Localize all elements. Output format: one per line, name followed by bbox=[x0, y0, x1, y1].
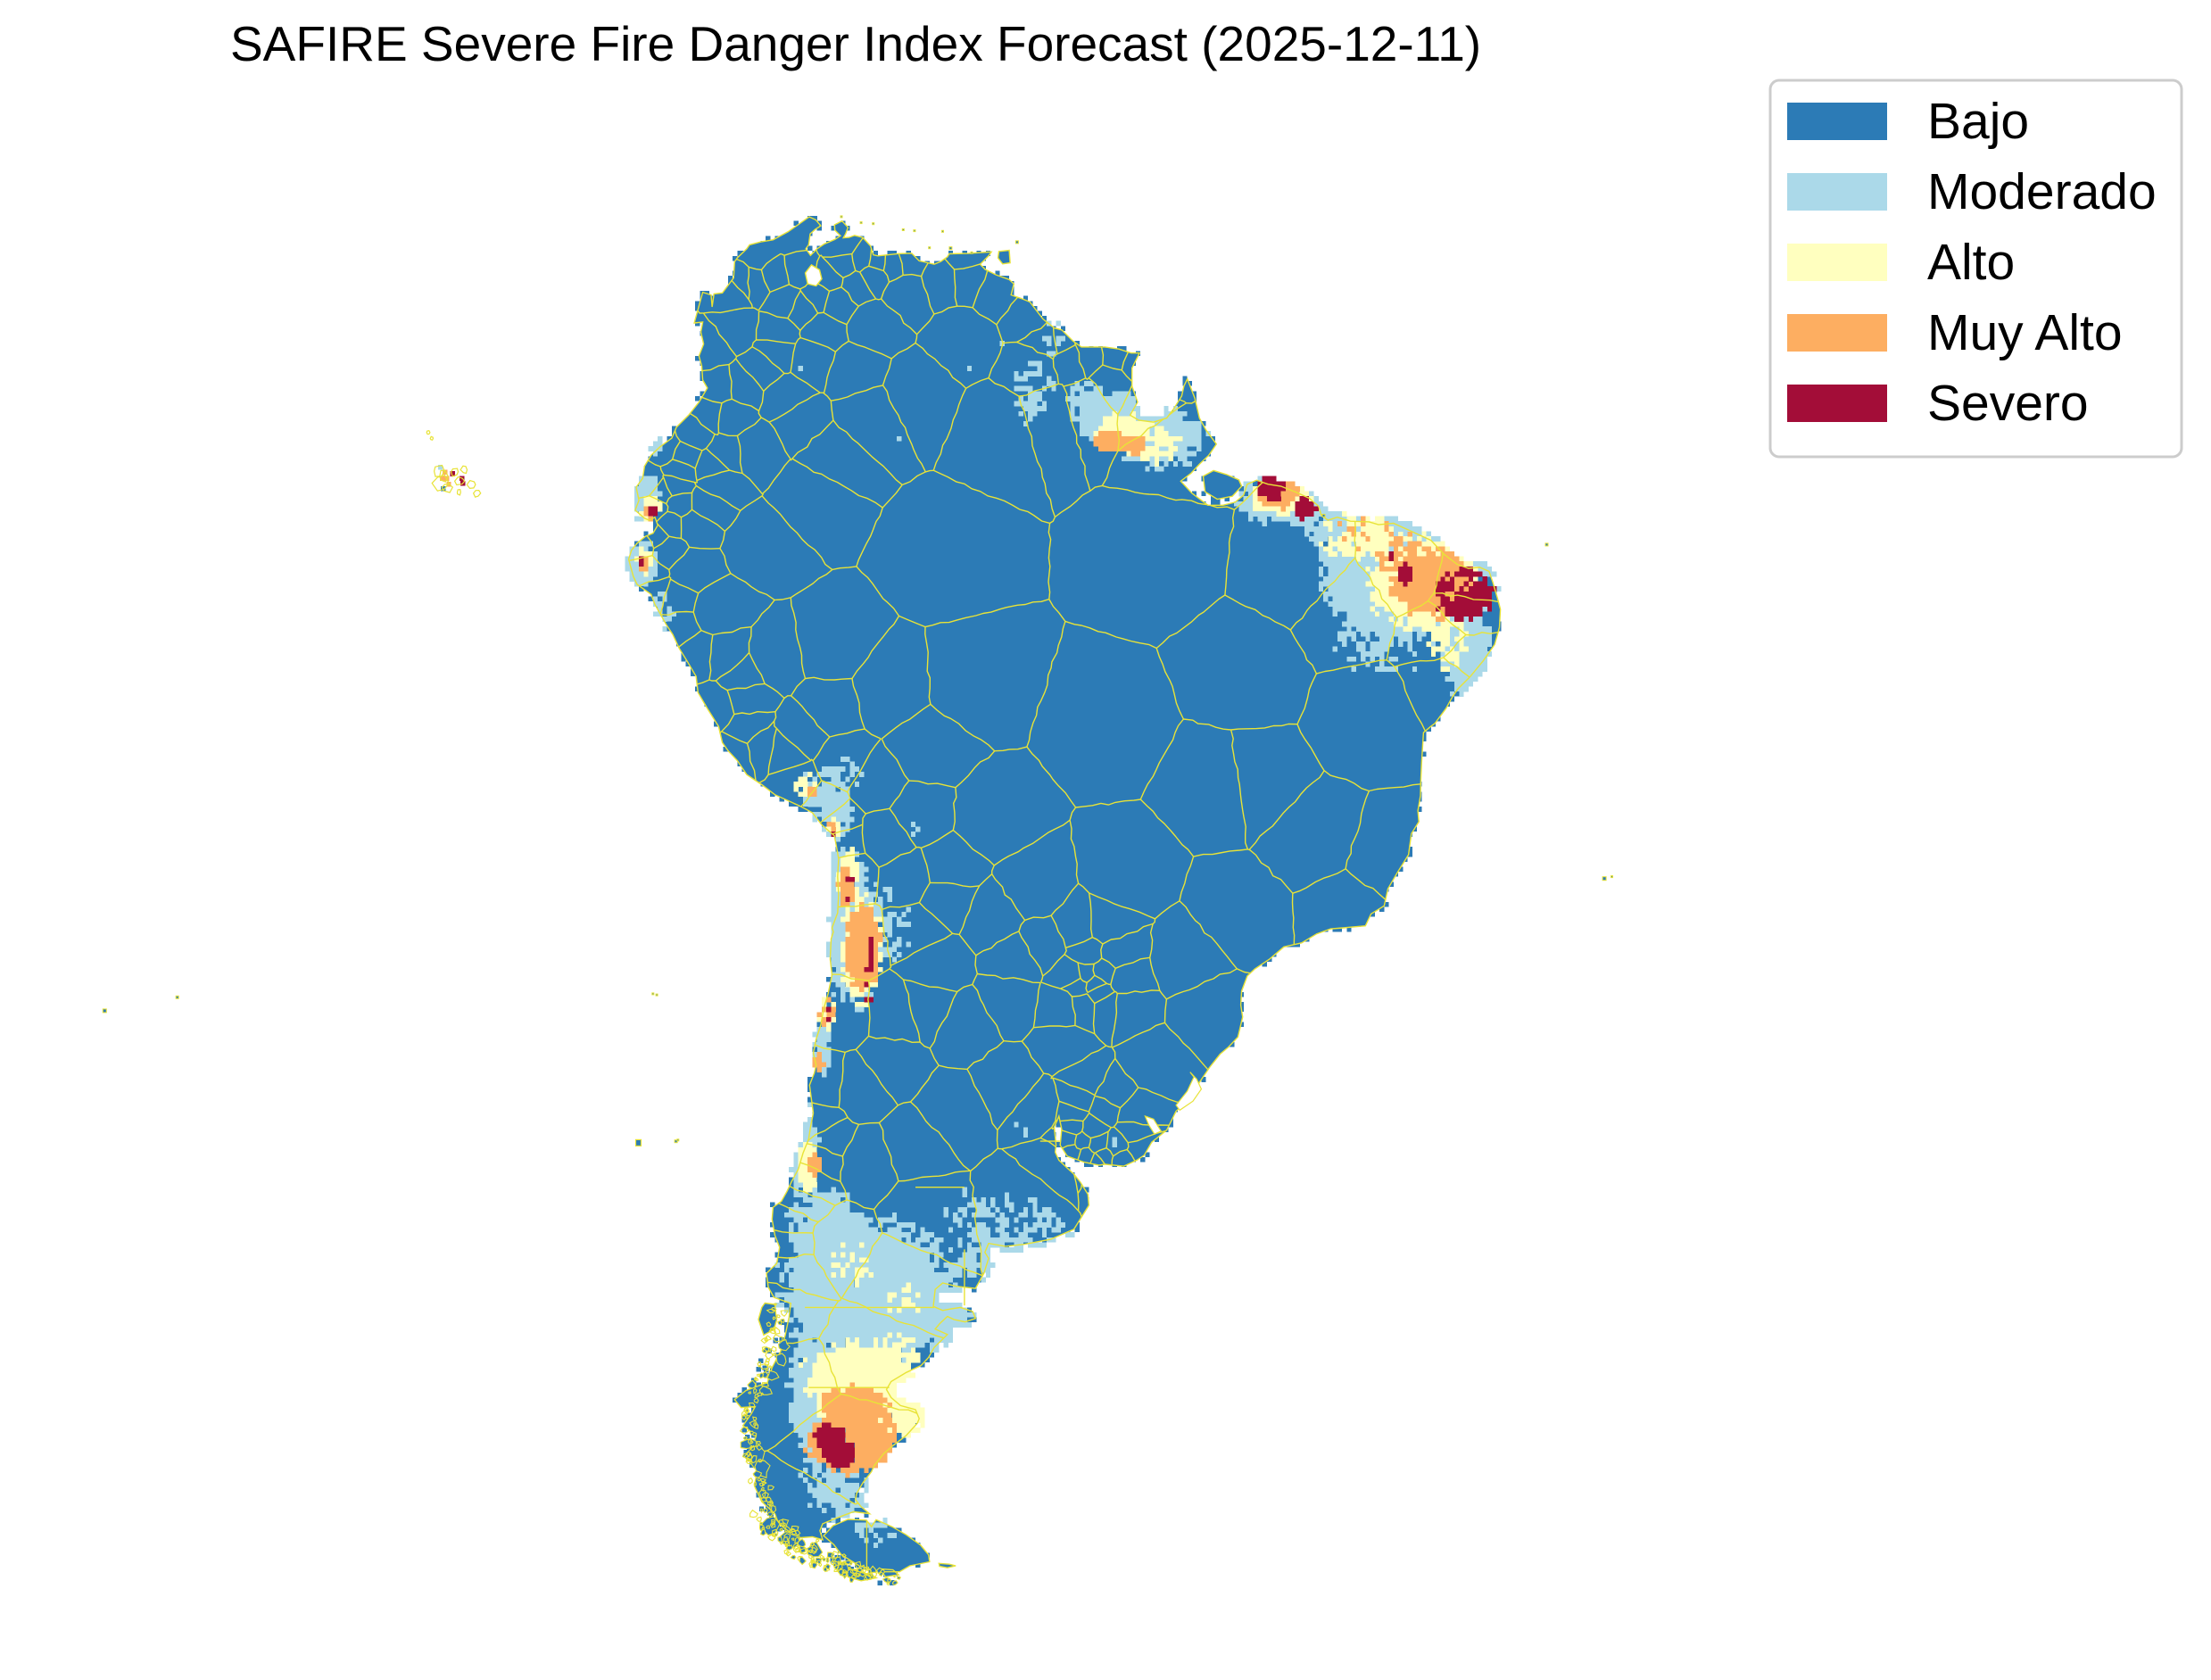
svg-text:Alto: Alto bbox=[1927, 234, 2015, 291]
svg-text:Severo: Severo bbox=[1927, 375, 2089, 432]
svg-text:Moderado: Moderado bbox=[1927, 163, 2157, 220]
svg-text:Muy Alto: Muy Alto bbox=[1927, 304, 2123, 361]
svg-text:Bajo: Bajo bbox=[1927, 93, 2029, 150]
svg-text:SAFIRE Severe Fire Danger Inde: SAFIRE Severe Fire Danger Index Forecast… bbox=[230, 16, 1481, 71]
